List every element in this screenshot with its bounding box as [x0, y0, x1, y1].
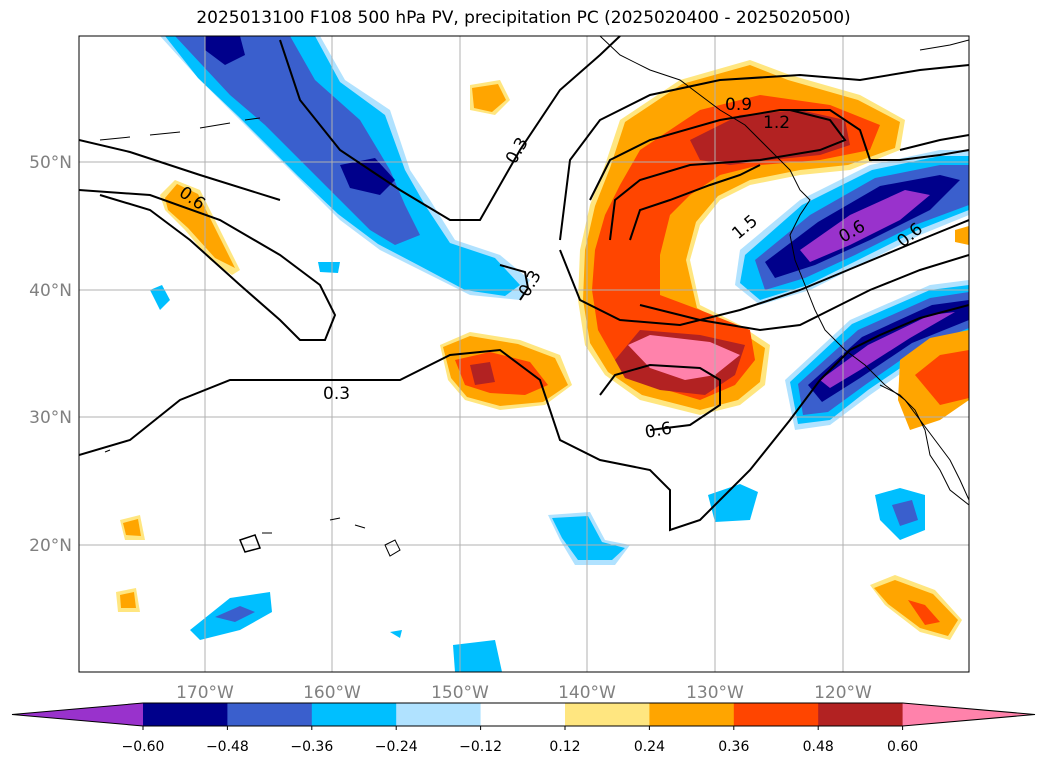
latitude-tick-labels: 50°N 40°N 30°N 20°N	[29, 153, 72, 556]
coastlines	[99, 36, 969, 557]
colorbar-tick-label: 0.36	[718, 739, 749, 755]
contour-label: 1.2	[763, 113, 790, 133]
colorbar-tick-label: 0.48	[803, 739, 834, 755]
lon-tick-label: 140°W	[558, 683, 616, 703]
lon-tick-label: 120°W	[814, 683, 872, 703]
positive-anomaly-central	[440, 332, 572, 410]
map-frame	[78, 35, 970, 673]
colorbar-tick-label: −0.48	[206, 739, 249, 755]
negative-anomaly-trough	[160, 36, 530, 300]
pv-contours	[79, 36, 969, 532]
colorbar-tick-label: 0.60	[887, 739, 918, 755]
lon-tick-label: 150°W	[431, 683, 489, 703]
contour-label: 0.9	[725, 95, 752, 115]
lat-tick-label: 20°N	[29, 536, 72, 556]
colorbar-segment	[227, 703, 313, 726]
colorbar-tick-label: −0.24	[375, 739, 418, 755]
contour-label: 0.6	[643, 419, 673, 443]
colorbar-segment	[396, 703, 482, 726]
lon-tick-label: 130°W	[686, 683, 744, 703]
colorbar-segment	[818, 703, 904, 726]
colorbar-tick-label: −0.60	[122, 739, 165, 755]
contour-label: 0.3	[323, 384, 350, 404]
colorbar-segment	[143, 703, 228, 726]
colorbar-tick-label: −0.12	[459, 739, 502, 755]
colorbar-segment	[649, 703, 735, 726]
map-title: 2025013100 F108 500 hPa PV, precipitatio…	[196, 8, 851, 28]
colorbar-tick-label: 0.12	[549, 739, 580, 755]
colorbar-segment	[311, 703, 397, 726]
positive-anomaly-blobs	[116, 80, 969, 640]
lon-tick-label: 160°W	[303, 683, 361, 703]
colorbar-extend-high	[902, 703, 1035, 726]
colorbar-segment	[480, 703, 566, 726]
lon-tick-label: 170°W	[176, 683, 234, 703]
lat-tick-label: 40°N	[29, 281, 72, 301]
lat-tick-label: 30°N	[29, 408, 72, 428]
colorbar-tick-label: −0.36	[290, 739, 333, 755]
negative-anomaly-west-coast	[735, 150, 969, 430]
lat-tick-label: 50°N	[29, 153, 72, 173]
colorbar-segment	[733, 703, 819, 726]
longitude-tick-labels: 170°W 160°W 150°W 140°W 130°W 120°W	[176, 683, 872, 703]
colorbar-segment	[565, 703, 650, 726]
colorbar-extend-low	[12, 703, 143, 726]
negative-anomaly-blobs	[150, 262, 925, 672]
map-area: 0.3 0.3 0.3 0.6 0.6 0.6 0.9 1.2 1.5 0.6	[79, 36, 969, 672]
colorbar: −0.60 −0.48 −0.36 −0.24 −0.12 0.12 0.24 0.36 0.4…	[11, 702, 1036, 755]
colorbar-tick-label: 0.24	[634, 739, 665, 755]
